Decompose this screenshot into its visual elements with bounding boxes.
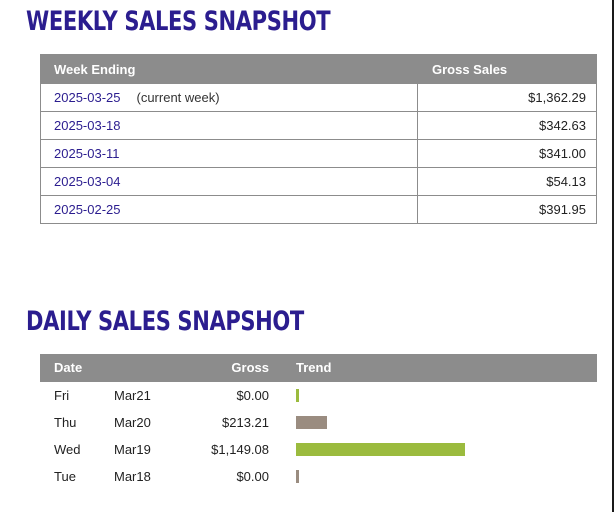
trend-bar: [296, 389, 299, 402]
week-cell: 2025-03-04: [40, 167, 418, 196]
day-gross: $213.21: [222, 415, 269, 430]
day-date: Mar21: [114, 388, 151, 403]
date-header: Date: [54, 360, 83, 375]
week-link[interactable]: 2025-03-11: [54, 146, 120, 161]
gross-sales-value: $54.13: [417, 167, 597, 196]
week-link[interactable]: 2025-03-04: [54, 174, 121, 189]
current-week-note: (current week): [136, 90, 220, 105]
table-row: 2025-03-25 (current week) $1,362.29: [40, 83, 597, 112]
daily-sales-title: DAILY SALES SNAPSHOT: [26, 306, 304, 337]
weekly-sales-title: WEEKLY SALES SNAPSHOT: [26, 6, 331, 37]
list-item: Wed Mar19 $1,149.08: [40, 436, 597, 463]
gross-sales-value: $1,362.29: [417, 83, 597, 112]
list-item: Thu Mar20 $213.21: [40, 409, 597, 436]
week-link[interactable]: 2025-03-25: [54, 90, 121, 105]
day-name: Fri: [54, 388, 70, 403]
day-name: Tue: [54, 469, 76, 484]
week-link[interactable]: 2025-03-18: [54, 118, 121, 133]
daily-rows: Fri Mar21 $0.00 Thu Mar20 $213.21 Wed Ma…: [40, 382, 597, 490]
trend-bar: [296, 416, 327, 429]
list-item: Fri Mar21 $0.00: [40, 382, 597, 409]
week-cell: 2025-03-25 (current week): [40, 83, 418, 112]
gross-header: Gross: [231, 360, 269, 375]
table-row: 2025-03-11 $341.00: [40, 139, 597, 168]
trend-bar: [296, 470, 299, 483]
day-date: Mar18: [114, 469, 151, 484]
table-row: 2025-03-04 $54.13: [40, 167, 597, 196]
window-edge: [612, 0, 614, 512]
day-gross: $1,149.08: [211, 442, 269, 457]
table-row: 2025-03-18 $342.63: [40, 111, 597, 140]
day-name: Thu: [54, 415, 77, 430]
day-date: Mar19: [114, 442, 151, 457]
daily-header-row: Date Gross Trend: [40, 354, 597, 382]
day-gross: $0.00: [236, 469, 269, 484]
day-gross: $0.00: [236, 388, 269, 403]
week-cell: 2025-02-25: [40, 195, 418, 224]
weekly-header-row: Week Ending Gross Sales: [40, 54, 597, 84]
daily-sales-table: Date Gross Trend Fri Mar21 $0.00 Thu Mar…: [40, 354, 597, 490]
table-row: 2025-02-25 $391.95: [40, 195, 597, 224]
gross-sales-header: Gross Sales: [417, 54, 597, 84]
day-date: Mar20: [114, 415, 151, 430]
week-ending-header: Week Ending: [40, 54, 418, 84]
list-item: Tue Mar18 $0.00: [40, 463, 597, 490]
day-name: Wed: [54, 442, 81, 457]
week-cell: 2025-03-18: [40, 111, 418, 140]
trend-header: Trend: [296, 360, 332, 375]
weekly-sales-table: Week Ending Gross Sales 2025-03-25 (curre…: [40, 54, 597, 224]
gross-sales-value: $342.63: [417, 111, 597, 140]
week-cell: 2025-03-11: [40, 139, 418, 168]
gross-sales-value: $341.00: [417, 139, 597, 168]
trend-bar: [296, 443, 465, 456]
gross-sales-value: $391.95: [417, 195, 597, 224]
week-link[interactable]: 2025-02-25: [54, 202, 121, 217]
